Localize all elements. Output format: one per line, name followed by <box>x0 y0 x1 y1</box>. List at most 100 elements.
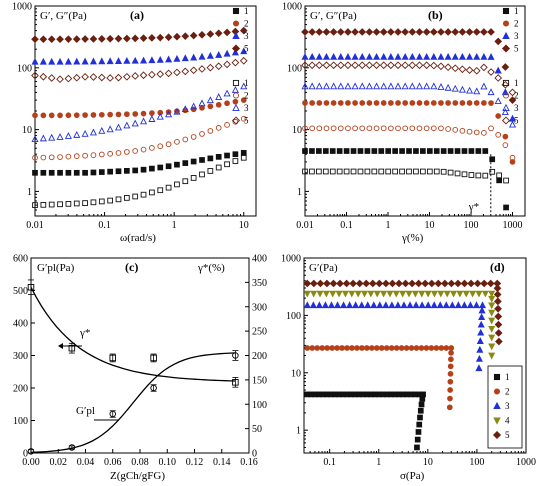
series-2-loss-point <box>380 125 387 132</box>
series-2-point <box>443 345 450 351</box>
series-1-loss-point <box>420 168 426 175</box>
series-5-loss-point <box>401 61 410 70</box>
series-3-storage-point <box>358 52 366 60</box>
series-2-storage-point <box>57 112 63 119</box>
series-1-loss-point <box>489 168 496 175</box>
series-2-loss-point <box>423 125 430 132</box>
series-3-loss-point <box>140 117 148 125</box>
panel-a-legend: 1 2 3 5 1 2 3 5 <box>231 6 249 126</box>
series-3-loss-point <box>114 123 123 131</box>
series-1-storage-point <box>461 148 468 154</box>
panel-c-ytick-right-label: 300 <box>252 302 267 313</box>
panel-a-ylabel: G′, G″(Pa) <box>40 10 87 22</box>
series-5-storage-point <box>494 37 503 46</box>
series-2-point <box>447 370 454 377</box>
series-5-storage-point <box>394 28 402 36</box>
series-3-point <box>382 301 390 309</box>
panel-b-legend: 1 2 3 5 1 2 3 5 <box>501 6 519 126</box>
series-1-storage-point <box>385 148 392 154</box>
series-3-storage-point <box>190 53 198 61</box>
series-2-loss-point <box>466 128 473 135</box>
series-3-loss-point <box>444 83 452 91</box>
series-2-loss-point <box>240 115 247 122</box>
series-3-storage-point <box>430 52 438 60</box>
series-3-storage-point <box>64 57 72 65</box>
series-1-loss-point <box>98 198 105 205</box>
series-1-storage-point <box>207 155 214 162</box>
series-5-loss-point <box>472 66 481 75</box>
series-4-point <box>380 290 388 298</box>
series-5-point <box>421 279 430 288</box>
series-5-storage-point <box>315 28 324 36</box>
series-2-point <box>398 345 405 351</box>
series-3-point <box>436 301 444 309</box>
series-1-loss-point <box>82 200 88 206</box>
series-2-storage-point <box>502 133 509 140</box>
series-1-storage-point <box>190 158 197 165</box>
panel-c-gpl-annotation: G′pl <box>76 405 95 417</box>
panel-b-xtick-label: 100 <box>464 220 479 231</box>
series-5-loss-point <box>408 61 417 70</box>
series-2-point <box>344 345 350 351</box>
series-2-loss-point <box>509 154 516 161</box>
series-2-storage-point <box>123 111 130 118</box>
series-1-loss-point <box>149 189 155 196</box>
series-3-loss-point <box>48 133 56 141</box>
series-2-loss-point <box>309 125 316 132</box>
series-3-storage-point <box>401 52 409 60</box>
series-3-storage-point <box>365 52 373 60</box>
series-3-storage-point <box>73 57 81 65</box>
series-3-point <box>394 301 402 309</box>
series-5-loss-point <box>480 63 488 72</box>
series-5-point <box>316 279 325 288</box>
series-5-storage-point <box>401 28 410 36</box>
series-1-loss-point <box>357 168 364 175</box>
series-1-storage-point <box>240 150 247 156</box>
panel-b-xtick-label: 1000 <box>503 220 523 231</box>
series-5-loss-point <box>97 73 106 82</box>
series-3-storage-point <box>501 88 509 96</box>
series-5-point <box>480 279 489 288</box>
series-5-loss-point <box>56 75 64 84</box>
series-2-loss-point <box>165 141 172 148</box>
series-4-point <box>488 290 496 298</box>
series-5-loss-point <box>189 66 198 75</box>
series-1-storage-point <box>454 148 461 154</box>
series-2-loss-point <box>90 152 97 158</box>
series-1-loss-point <box>454 170 461 177</box>
series-2-storage-point <box>445 100 451 106</box>
series-3-storage-point <box>387 52 395 60</box>
panel-a-xtick-label: 10 <box>239 220 249 231</box>
series-3-loss-point <box>223 89 231 97</box>
series-2-point <box>359 345 365 351</box>
series-4-point <box>488 334 496 342</box>
series-1-loss-point <box>433 168 440 175</box>
series-5-loss-point <box>123 72 131 81</box>
series-2-loss-point <box>149 145 155 151</box>
series-3-storage-point <box>173 54 181 62</box>
series-4-point <box>310 290 318 298</box>
series-3-point <box>327 301 335 309</box>
series-2-storage-point <box>366 100 373 106</box>
panel-d-xtick-label: 10 <box>423 457 433 468</box>
series-2-storage-point <box>132 111 139 117</box>
series-3-storage-point <box>373 52 381 60</box>
series-5-point <box>494 304 502 313</box>
series-2-point <box>334 345 340 351</box>
series-3-storage-point <box>315 52 323 60</box>
series-3-loss-point <box>39 134 47 142</box>
panel-a-ytick-label: 1000 <box>12 2 32 13</box>
series-2-point <box>447 395 453 402</box>
series-3-loss-point <box>330 82 338 90</box>
series-3-point <box>442 301 450 309</box>
panel-c-frame <box>30 257 250 454</box>
series-3-storage-point <box>98 57 106 65</box>
series-5-storage-point <box>372 28 381 36</box>
panel-b-ylabel: G′, G″(Pa) <box>310 10 357 22</box>
series-5-loss-point <box>131 72 140 80</box>
series-3-point <box>466 301 474 309</box>
series-4-point <box>360 290 369 298</box>
series-2-storage-point <box>302 100 308 106</box>
series-5-loss-point <box>106 74 114 82</box>
series-5-point <box>401 279 410 288</box>
